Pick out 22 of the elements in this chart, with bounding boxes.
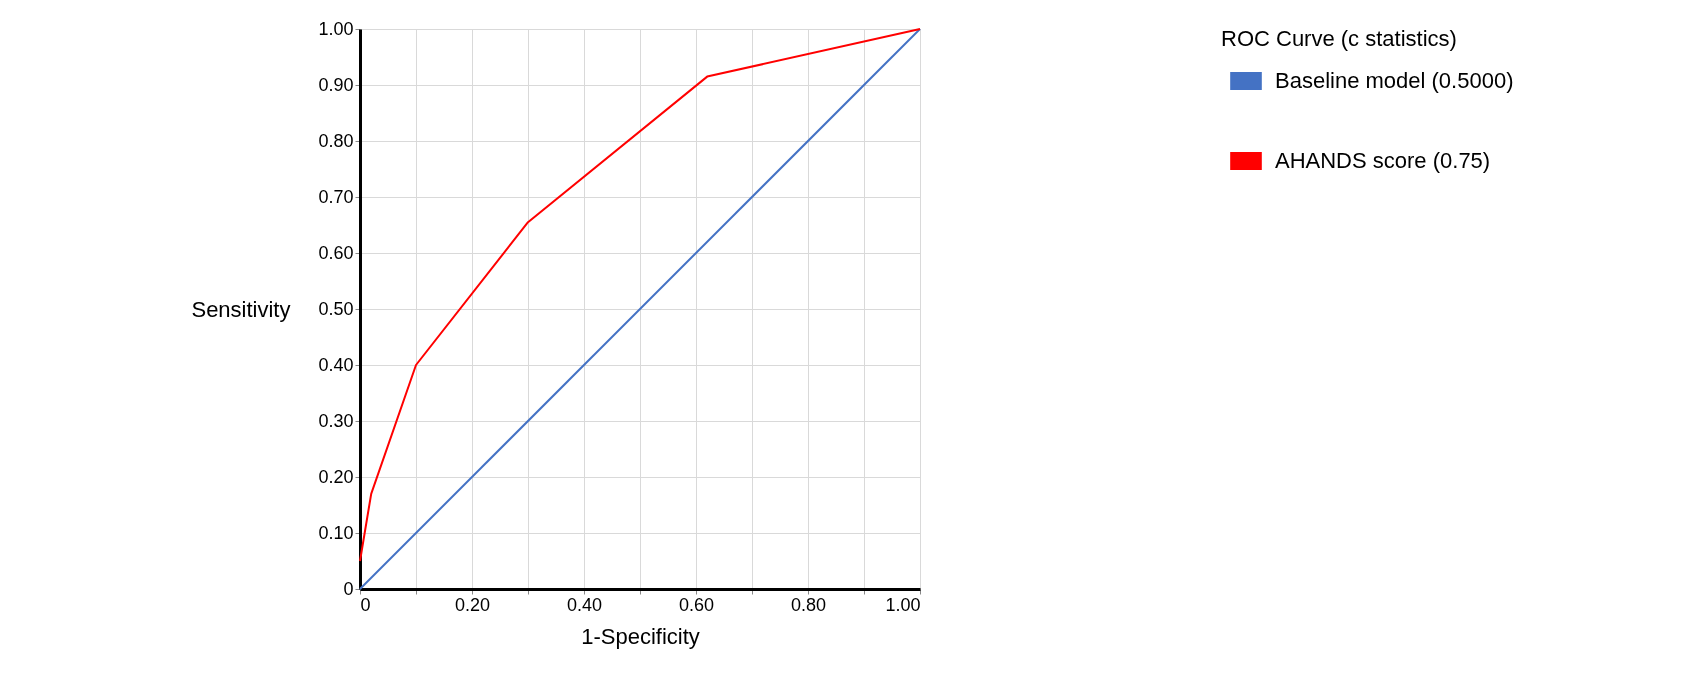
y-tick-label: 0.50 (318, 298, 354, 319)
legend-label: AHANDS score (0.75) (1275, 148, 1491, 173)
x-tick-label: 0.20 (454, 594, 491, 615)
x-axis-title: 1-Specificity (581, 623, 700, 649)
x-tick-label: 0 (360, 594, 371, 615)
y-tick-label: 0.60 (318, 242, 354, 263)
y-tick-label: 1.00 (318, 18, 354, 39)
y-tick-label: 0.90 (318, 74, 354, 95)
legend-label: Baseline model (0.5000) (1275, 68, 1514, 93)
y-tick-label: 0.40 (318, 354, 354, 375)
y-tick-label: 0 (343, 578, 354, 599)
x-tick-label: 0.80 (790, 594, 827, 615)
x-tick-label: 0.40 (566, 594, 603, 615)
y-axis-title: Sensitivity (191, 296, 291, 322)
y-tick-label: 0.10 (318, 522, 354, 543)
legend-title: ROC Curve (c statistics) (1221, 26, 1457, 51)
y-tick-label: 0.20 (318, 466, 354, 487)
x-tick-label: 1.00 (885, 594, 921, 615)
y-tick-label: 0.30 (318, 410, 354, 431)
y-tick-label: 0.80 (318, 130, 354, 151)
x-tick-label: 0.60 (678, 594, 715, 615)
y-tick-label: 0.70 (318, 186, 354, 207)
